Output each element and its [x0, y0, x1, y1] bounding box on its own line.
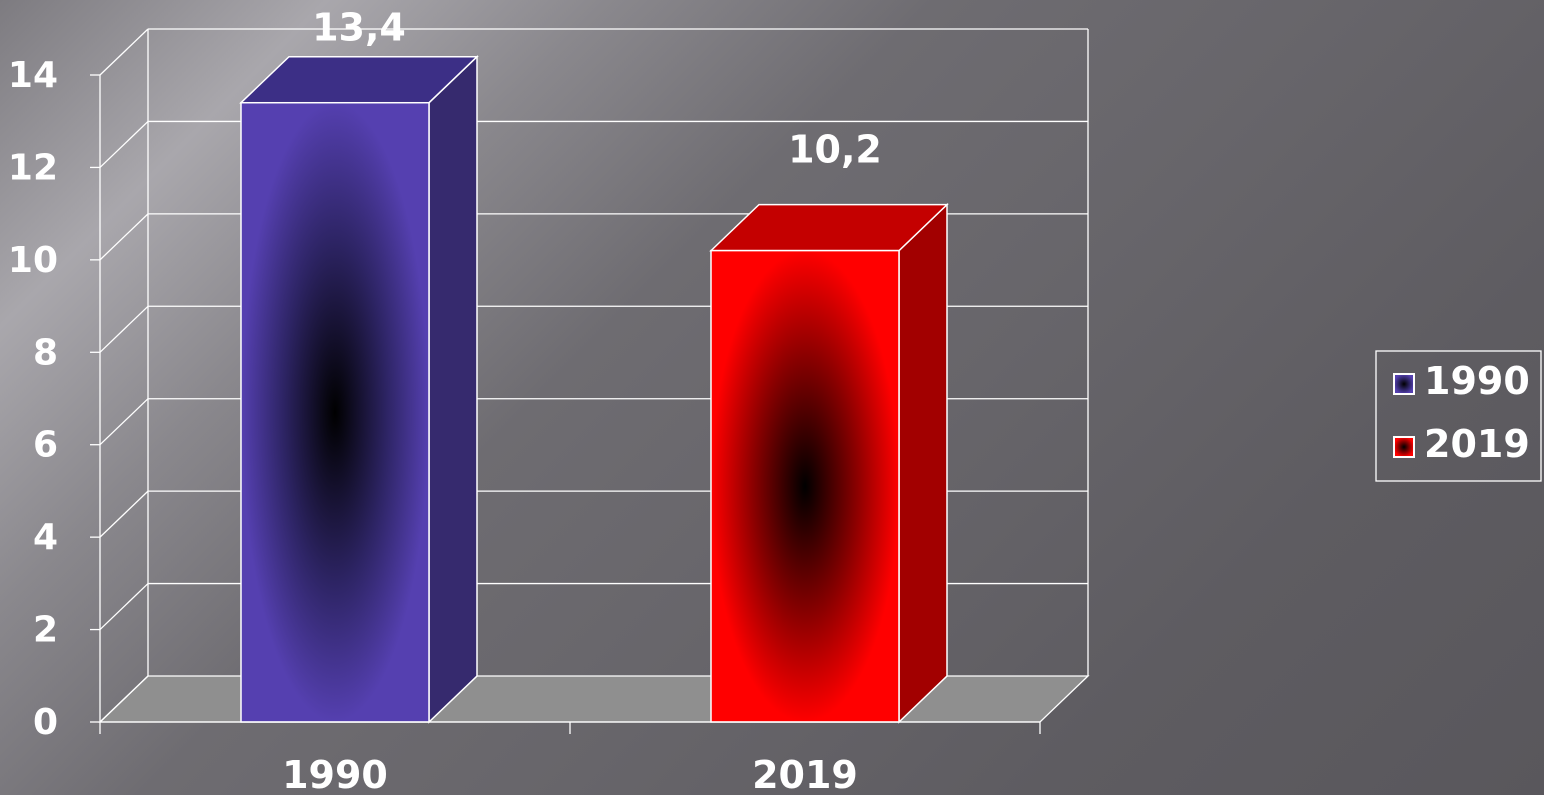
- y-axis: 0 2 4 6 8 10 12 14: [8, 55, 101, 743]
- y-tick-label: 8: [33, 332, 58, 373]
- y-tick-label: 14: [8, 55, 58, 96]
- x-tick-label: 2019: [752, 753, 858, 795]
- bar-front: [240, 101, 430, 723]
- y-tick-label: 4: [33, 517, 58, 558]
- side-wall-gridline: [99, 28, 149, 76]
- y-tick-label: 6: [33, 425, 58, 466]
- legend-swatch: [1393, 373, 1415, 395]
- y-tick-label: 2: [33, 610, 58, 651]
- y-tick-label: 10: [8, 240, 58, 281]
- bars: [239, 54, 949, 724]
- data-label: 13,4: [312, 6, 406, 50]
- side-wall-gridline: [99, 583, 149, 631]
- side-wall-gridline: [99, 398, 149, 446]
- y-tick-label: 0: [33, 702, 58, 743]
- side-wall-gridline: [99, 120, 149, 168]
- bar-1990: [239, 54, 479, 724]
- bar-front: [710, 249, 900, 723]
- y-tick-label: 12: [8, 147, 58, 188]
- legend-label: 1990: [1424, 359, 1530, 403]
- legend: 1990 2019: [1375, 350, 1542, 482]
- data-label: 10,2: [788, 128, 882, 172]
- legend-label: 2019: [1424, 422, 1530, 466]
- bar-side: [428, 54, 478, 724]
- data-labels: 13,4 10,2: [312, 6, 882, 172]
- bar-2019: [709, 202, 949, 724]
- x-axis: 1990 2019: [99, 721, 1041, 795]
- legend-box: [1375, 350, 1542, 482]
- side-wall-gridline: [99, 490, 149, 538]
- legend-swatch: [1393, 436, 1415, 458]
- bar-side: [898, 202, 948, 724]
- x-tick-label: 1990: [282, 753, 388, 795]
- side-wall-gridline: [99, 305, 149, 353]
- side-wall-gridline: [99, 213, 149, 261]
- side-wall-gridline: [99, 675, 149, 723]
